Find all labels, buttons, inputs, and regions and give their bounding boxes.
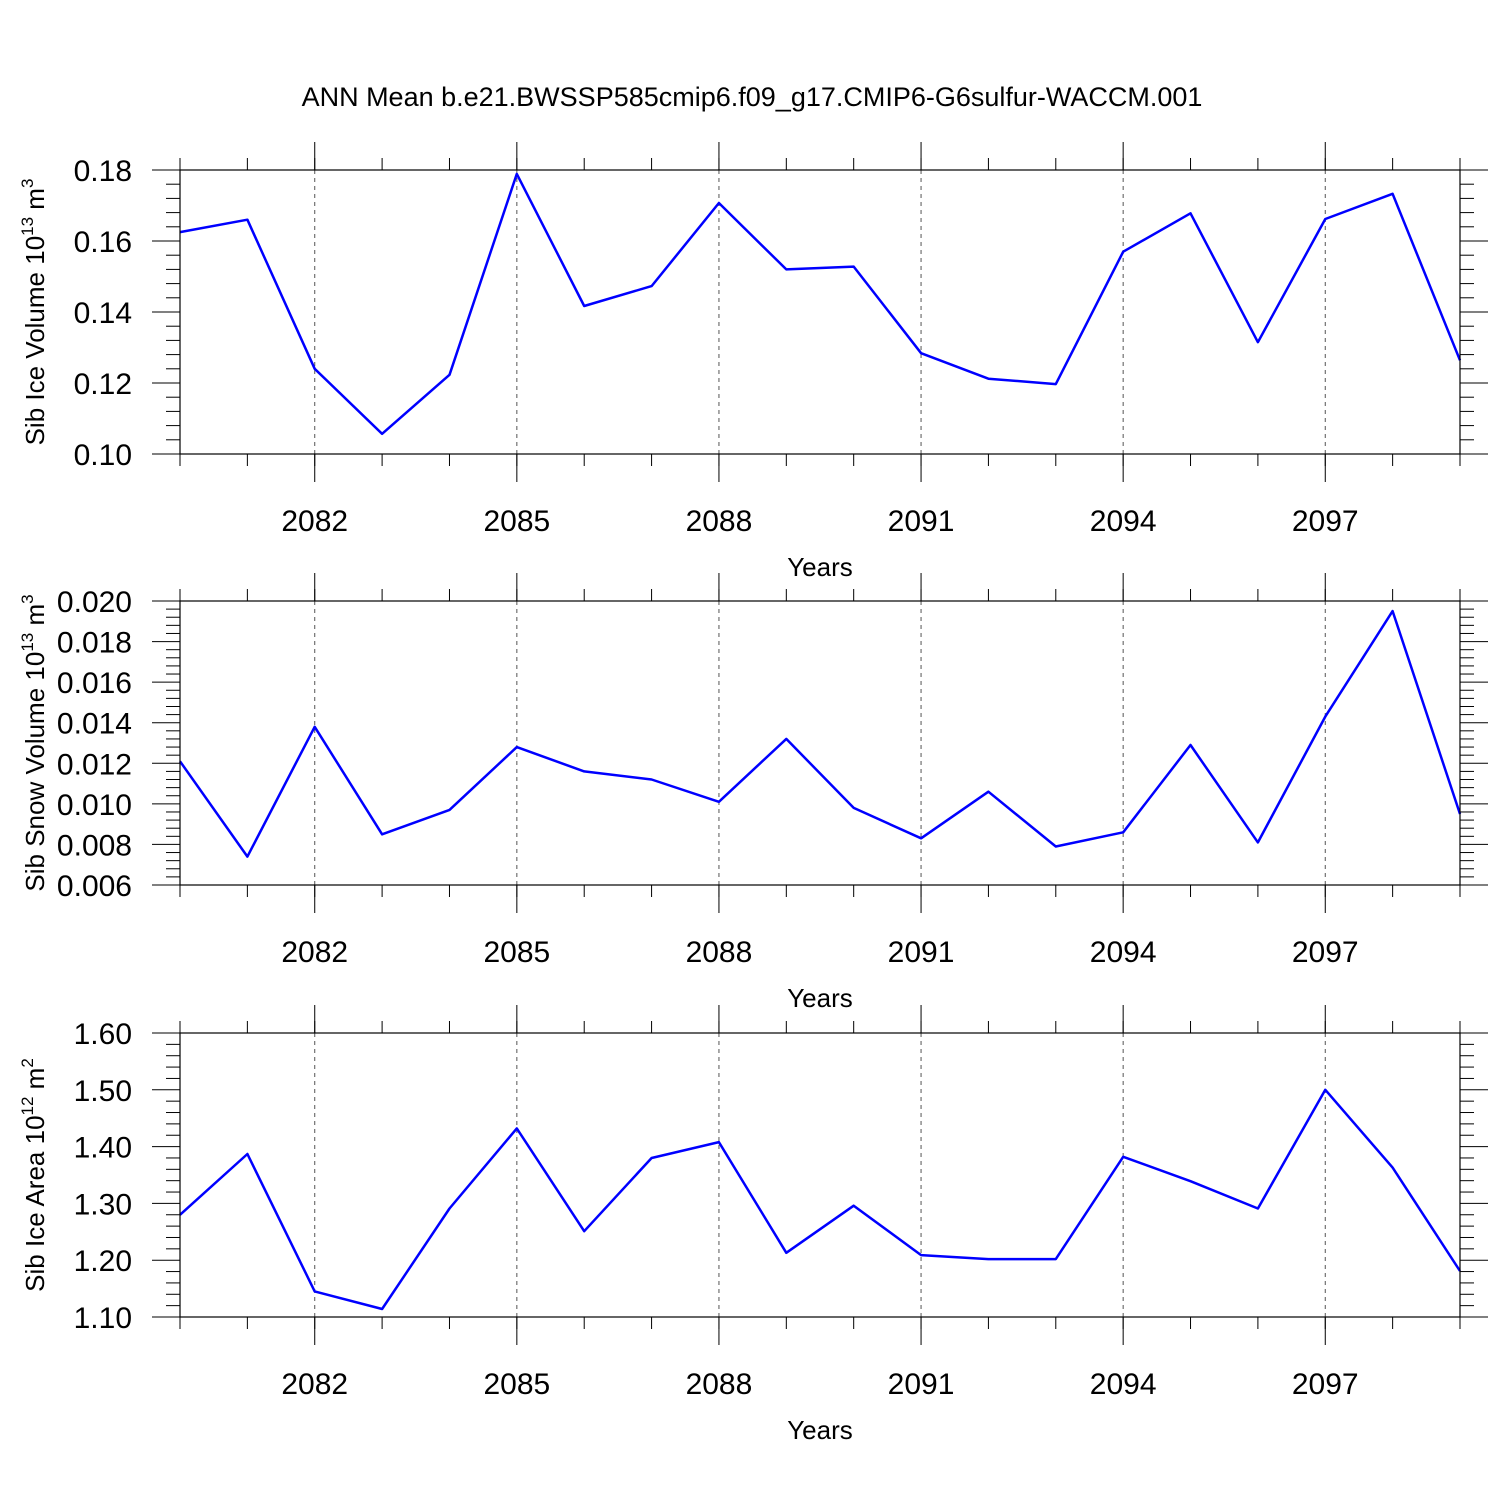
y-tick-label: 0.016 — [57, 667, 132, 700]
y-axis-label-exponent: 13 — [18, 633, 37, 652]
plot-frame — [179, 169, 1461, 455]
x-tick-label: 2088 — [686, 505, 753, 538]
y-axis-label-exponent: 13 — [18, 217, 37, 236]
x-tick-label: 2091 — [888, 1368, 955, 1401]
y-tick-label: 0.010 — [57, 789, 132, 822]
y-tick-label: 1.30 — [74, 1188, 132, 1221]
y-axis-label-unit-exponent: 3 — [18, 594, 37, 603]
x-tick-label: 2097 — [1292, 505, 1359, 538]
x-tick-label: 2097 — [1292, 1368, 1359, 1401]
x-tick-label: 2082 — [281, 936, 348, 969]
y-axis-label-text: Sib Ice Volume 10 — [20, 236, 50, 446]
plot-frame — [179, 600, 1461, 886]
x-tick-label: 2097 — [1292, 936, 1359, 969]
y-tick-label: 0.006 — [57, 870, 132, 903]
x-tick-label: 2088 — [686, 936, 753, 969]
y-axis-label: Sib Snow Volume 1013 m3 — [18, 594, 50, 891]
panel-3: 2082 2085 2088 2091 2094 2097 1.10 1.20 1.30 1.40… — [18, 1005, 1488, 1445]
x-tick-label: 2094 — [1090, 505, 1157, 538]
series-line — [179, 172, 1462, 436]
x-tick-label: 2091 — [888, 936, 955, 969]
y-axis-label-unit: m — [20, 1068, 50, 1097]
x-tick-label: 2085 — [483, 505, 550, 538]
x-tick-label: 2091 — [888, 505, 955, 538]
y-axis-label: Sib Ice Area 1012 m2 — [18, 1058, 50, 1292]
x-tick-label: 2082 — [281, 505, 348, 538]
y-tick-label: 0.14 — [74, 297, 132, 330]
x-axis-label: Years — [787, 552, 853, 582]
panel-1: 2082 2085 2088 2091 2094 2097 0.10 0.12 0.14 0.16… — [18, 142, 1488, 582]
y-axis-label-text: Sib Ice Area 10 — [20, 1115, 50, 1291]
y-tick-label: 0.012 — [57, 748, 132, 781]
y-axis-label: Sib Ice Volume 1013 m3 — [18, 179, 50, 446]
x-axis-label: Years — [787, 983, 853, 1013]
y-axis-label-unit-exponent: 2 — [18, 1058, 37, 1067]
y-tick-label: 0.10 — [74, 439, 132, 472]
x-tick-label: 2088 — [686, 1368, 753, 1401]
x-tick-label: 2085 — [483, 1368, 550, 1401]
y-tick-label: 0.020 — [57, 586, 132, 619]
series-line — [178, 609, 1462, 858]
x-tick-label: 2085 — [483, 936, 550, 969]
x-tick-label: 2094 — [1090, 936, 1157, 969]
y-axis-label-unit: m — [20, 188, 50, 217]
y-axis-label-exponent: 12 — [18, 1097, 37, 1116]
series-line — [179, 1088, 1462, 1311]
panel-2: 2082 2085 2088 2091 2094 2097 0.006 0.008 0.010 0… — [18, 573, 1488, 1013]
panels: 2082 2085 2088 2091 2094 2097 0.10 0.12 0.14 0.16… — [18, 142, 1488, 1445]
x-axis-label: Years — [787, 1415, 853, 1445]
y-axis-label-text: Sib Snow Volume 10 — [20, 652, 50, 892]
y-tick-label: 1.60 — [74, 1018, 132, 1051]
y-tick-label: 1.40 — [74, 1132, 132, 1165]
y-axis-label-unit: m — [20, 604, 50, 633]
figure-title: ANN Mean b.e21.BWSSP585cmip6.f09_g17.CMI… — [302, 82, 1203, 112]
y-tick-label: 0.18 — [74, 155, 132, 188]
x-tick-label: 2082 — [281, 1368, 348, 1401]
plot-frame — [179, 1032, 1461, 1318]
y-tick-label: 0.008 — [57, 829, 132, 862]
y-tick-label: 1.50 — [74, 1075, 132, 1108]
y-tick-label: 0.014 — [57, 708, 132, 741]
y-tick-label: 0.12 — [74, 368, 132, 401]
x-tick-label: 2094 — [1090, 1368, 1157, 1401]
y-axis-label-unit-exponent: 3 — [18, 179, 37, 188]
y-tick-label: 0.018 — [57, 627, 132, 660]
y-tick-label: 1.10 — [74, 1302, 132, 1335]
y-tick-label: 1.20 — [74, 1245, 132, 1278]
y-tick-label: 0.16 — [74, 226, 132, 259]
